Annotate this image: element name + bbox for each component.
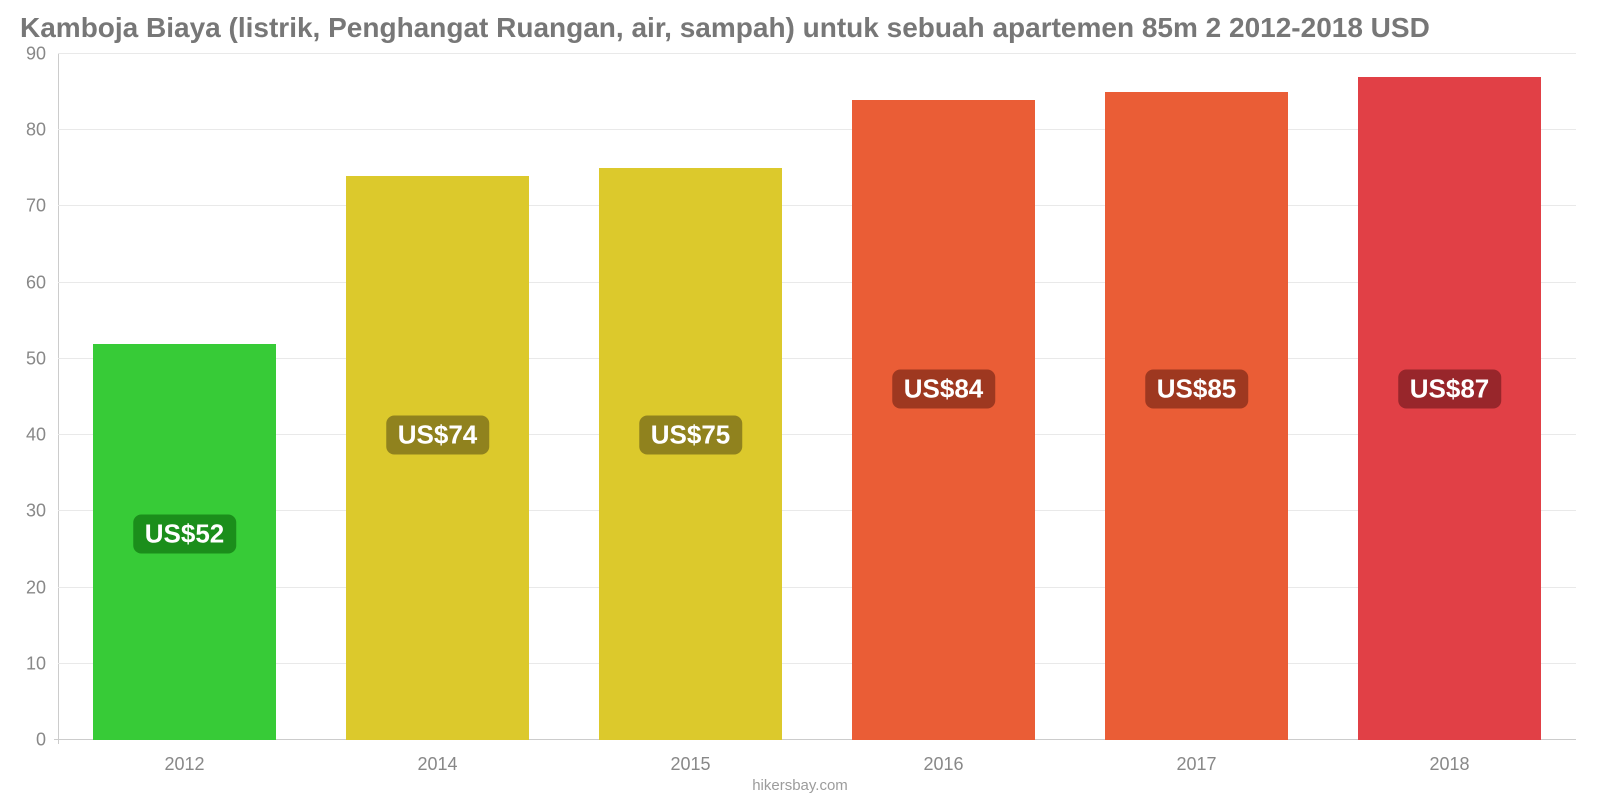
bar: US$84 <box>852 100 1034 740</box>
value-badge: US$84 <box>892 370 996 409</box>
y-tick-label: 30 <box>26 501 46 522</box>
bar: US$85 <box>1105 92 1287 740</box>
x-tick-label: 2012 <box>164 754 204 775</box>
y-tick-label: 60 <box>26 272 46 293</box>
bar-slot: US$752015 <box>564 54 817 740</box>
x-tick-label: 2015 <box>670 754 710 775</box>
x-tick-label: 2016 <box>923 754 963 775</box>
bar-slot: US$842016 <box>817 54 1070 740</box>
x-tick-label: 2014 <box>417 754 457 775</box>
y-tick-label: 90 <box>26 44 46 65</box>
bar-slot: US$852017 <box>1070 54 1323 740</box>
bar-slot: US$522012 <box>58 54 311 740</box>
value-badge: US$87 <box>1398 370 1502 409</box>
bar-slot: US$742014 <box>311 54 564 740</box>
y-tick-label: 0 <box>36 730 46 751</box>
value-badge: US$75 <box>639 416 743 455</box>
value-badge: US$85 <box>1145 370 1249 409</box>
plot-area: 0102030405060708090 US$522012US$742014US… <box>58 54 1576 740</box>
chart-title: Kamboja Biaya (listrik, Penghangat Ruang… <box>20 12 1580 44</box>
y-tick-label: 40 <box>26 425 46 446</box>
source-label: hikersbay.com <box>752 777 848 794</box>
bar: US$52 <box>93 344 275 740</box>
value-badge: US$52 <box>133 515 237 554</box>
y-tick-label: 50 <box>26 348 46 369</box>
x-tick-label: 2017 <box>1176 754 1216 775</box>
value-badge: US$74 <box>386 416 490 455</box>
bar-slot: US$872018 <box>1323 54 1576 740</box>
y-tick-label: 20 <box>26 577 46 598</box>
y-tick-label: 70 <box>26 196 46 217</box>
y-tick-label: 10 <box>26 653 46 674</box>
bars-group: US$522012US$742014US$752015US$842016US$8… <box>58 54 1576 740</box>
bar: US$74 <box>346 176 528 740</box>
bar: US$87 <box>1358 77 1540 740</box>
y-tick-label: 80 <box>26 120 46 141</box>
chart-container: Kamboja Biaya (listrik, Penghangat Ruang… <box>0 0 1600 800</box>
x-tick-label: 2018 <box>1429 754 1469 775</box>
bar: US$75 <box>599 168 781 740</box>
